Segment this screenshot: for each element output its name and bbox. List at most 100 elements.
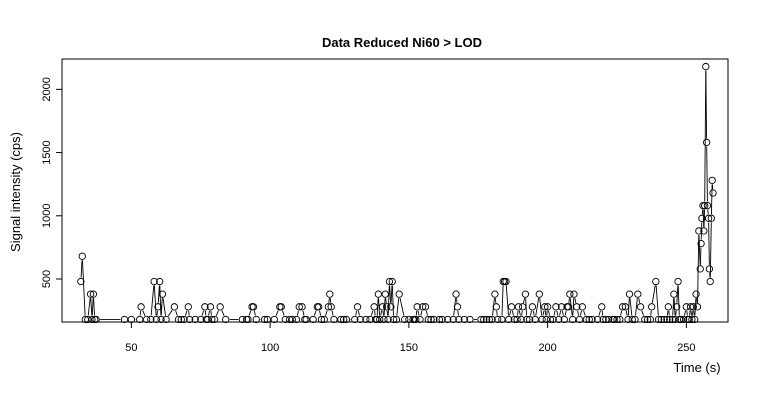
data-point [494,315,502,324]
series-segment [329,298,332,303]
data-point [281,315,290,324]
x-tick-label: 100 [261,342,279,354]
data-point [709,189,717,197]
data-point [295,303,303,311]
series-segment [383,298,386,316]
series-segment [82,260,86,316]
series-segment [699,247,702,265]
data-point [455,315,463,324]
series-segment [325,310,328,316]
series-segment [686,310,688,316]
data-point [152,315,161,324]
series-segment [389,285,392,303]
data-point [197,315,205,324]
series-segment [505,285,509,316]
data-point [177,315,185,324]
series-segment [374,310,376,316]
data-point [185,315,194,324]
series-segment [91,298,94,316]
data-point [180,315,188,324]
data-point [621,303,629,311]
series-segment [80,260,83,278]
series-segment [564,310,567,316]
data-point [385,277,394,286]
data-point [401,315,409,324]
data-point [535,290,543,298]
series-segment [668,310,670,316]
series-segment [385,298,387,303]
data-point [682,303,691,311]
data-point [86,290,95,298]
series-segment [517,310,519,316]
data-point [92,315,100,324]
data-point [641,315,649,324]
series-segment [175,310,178,316]
series-segment [691,310,694,316]
data-point [309,315,317,324]
data-point [679,315,688,324]
series-segment [710,184,713,215]
data-point [387,303,395,311]
data-point [288,315,296,324]
x-axis-label: Time (s) [673,360,720,375]
series-segment [387,285,390,316]
data-point [705,265,714,273]
series-segment [694,298,697,316]
data-point [685,315,693,324]
data-point [668,315,677,324]
data-point [686,303,695,311]
series-segment [380,310,383,316]
data-point [191,315,199,324]
series-segment [530,310,532,316]
data-point [84,315,92,324]
data-point [158,290,167,298]
series-segment [689,310,691,316]
data-point [320,315,328,324]
series-segment [357,310,360,316]
series-segment [546,310,548,316]
data-point [208,315,216,324]
data-point [706,277,714,286]
series-segment [391,285,394,316]
data-point [412,315,420,324]
chart-title: Data Reduced Ni60 > LOD [322,35,482,50]
data-point [136,315,144,324]
series-segment [93,298,95,316]
data-point [376,315,384,324]
data-point [513,315,521,324]
data-point [405,315,413,324]
data-point [270,315,278,324]
series-segment [215,310,219,316]
series-segment [706,146,708,202]
data-point [89,290,98,298]
data-point [184,303,192,311]
data-point [120,315,129,324]
data-point [162,315,170,324]
series-segment [399,297,405,316]
data-point [507,303,516,311]
data-point [618,303,627,311]
series-segment [417,310,420,316]
series-segment [331,310,334,316]
data-point [654,315,663,324]
series-segment [553,310,556,316]
series-segment [698,234,701,265]
data-point [631,315,639,324]
data-point [538,315,546,324]
data-point [78,252,86,260]
series-lines [80,70,714,320]
data-point [599,315,607,324]
series-segment [673,298,676,316]
data-point [693,303,702,311]
series-segment [160,298,163,316]
series-segment [598,310,601,316]
data-point [521,290,530,298]
data-point [703,202,712,210]
data-point [628,315,636,324]
data-point [624,315,632,324]
x-tick-label: 150 [400,342,418,354]
series-segment [386,310,389,316]
series-segment [561,310,564,316]
series-segment [650,310,652,316]
data-point [691,315,699,324]
